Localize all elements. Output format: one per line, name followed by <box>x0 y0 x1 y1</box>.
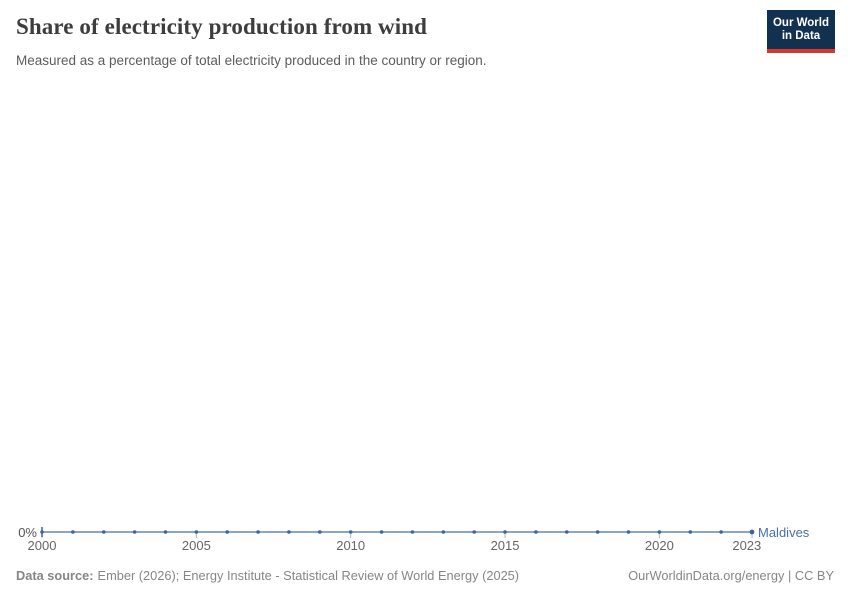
data-point-marker <box>256 530 260 534</box>
x-axis-tick-label: 2010 <box>336 538 366 553</box>
data-point-marker <box>595 530 600 534</box>
data-point-marker <box>163 530 168 534</box>
data-point-marker <box>132 530 137 534</box>
data-point-marker <box>101 530 106 534</box>
entity-label-maldives[interactable]: Maldives <box>758 525 810 540</box>
owid-logo-text-line2: in Data <box>781 30 821 42</box>
data-point-marker <box>194 530 199 534</box>
data-point-marker <box>749 529 755 535</box>
data-point-marker <box>503 530 507 534</box>
x-axis-tick-label: 2020 <box>644 538 674 553</box>
x-axis-tick-label: 2015 <box>490 538 520 553</box>
data-point-marker <box>719 530 723 534</box>
data-point-marker <box>688 530 693 534</box>
data-point-marker <box>472 530 476 534</box>
data-point-marker <box>564 530 569 534</box>
owid-logo-text-line1: Our World <box>772 17 829 29</box>
footer-license-link[interactable]: OurWorldinData.org/energy | CC BY <box>628 568 834 583</box>
chart-subtitle: Measured as a percentage of total electr… <box>16 53 487 68</box>
data-point-marker <box>348 530 353 534</box>
data-point-marker <box>441 530 446 534</box>
owid-logo[interactable]: Our World in Data <box>767 10 835 53</box>
data-point-marker <box>225 530 230 534</box>
data-source-text: Ember (2026); Energy Institute - Statist… <box>97 568 520 583</box>
y-axis-zero-label: 0% <box>18 525 37 540</box>
x-axis-tick-label: 2023 <box>732 538 762 553</box>
data-source-label: Data source: <box>16 568 94 583</box>
data-point-marker <box>626 530 631 534</box>
chart-title: Share of electricity production from win… <box>16 14 428 39</box>
data-point-marker <box>318 530 322 534</box>
data-point-marker <box>40 530 44 534</box>
x-axis-tick-label: 2000 <box>27 538 57 553</box>
data-point-marker <box>71 530 75 534</box>
x-axis-tick-label: 2005 <box>181 538 211 553</box>
data-point-marker <box>287 530 291 534</box>
data-source-note: Data source: Ember (2026); Energy Institu… <box>16 568 519 583</box>
data-point-marker <box>657 530 662 534</box>
data-point-marker <box>410 530 415 534</box>
data-point-marker <box>534 530 538 534</box>
data-point-marker <box>379 530 384 534</box>
chart-footer: Data source: Ember (2026); Energy Institu… <box>16 568 834 583</box>
